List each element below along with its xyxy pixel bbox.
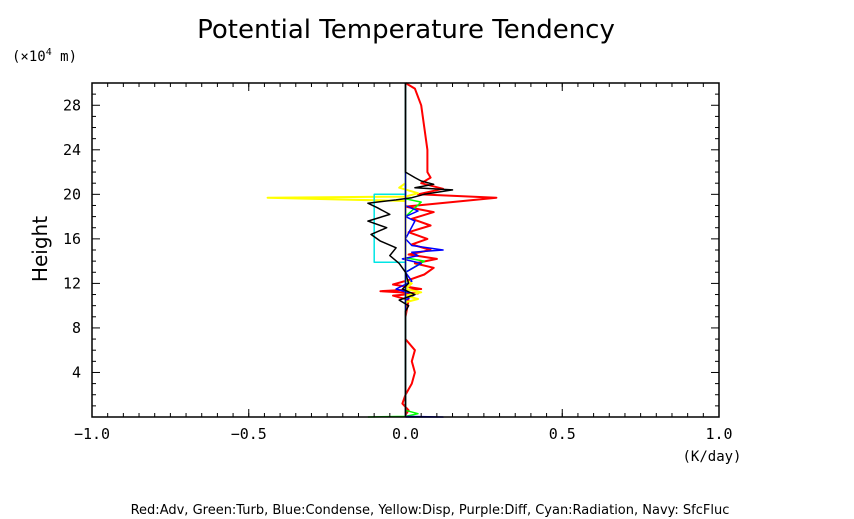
series-layer <box>266 82 498 418</box>
y-axis-label: Height <box>28 216 52 282</box>
plot-frame <box>91 82 720 418</box>
y-unit-exponent: 4 <box>46 47 52 58</box>
x-tick-label: −1.0 <box>74 425 110 443</box>
y-unit-suffix: m) <box>52 49 77 65</box>
y-tick-label: 24 <box>63 141 81 159</box>
series-line-condense <box>395 83 444 418</box>
series-line-turb <box>367 83 426 418</box>
x-tick-label: −0.5 <box>231 425 267 443</box>
chart-title: Potential Temperature Tendency <box>197 15 615 45</box>
y-tick-label: 4 <box>72 363 81 381</box>
series-line-disp <box>266 83 423 417</box>
x-tick-label: 0.5 <box>549 425 576 443</box>
y-tick-label: 16 <box>63 230 81 248</box>
y-unit-prefix: (×10 <box>12 49 46 65</box>
y-tick-label: 12 <box>63 274 81 292</box>
y-tick-label: 20 <box>63 185 81 203</box>
y-unit-label: (×104 m) <box>12 47 77 65</box>
series-line-total <box>367 83 454 417</box>
x-tick-label: 1.0 <box>705 425 732 443</box>
y-tick-label: 28 <box>63 96 81 114</box>
y-tick-label: 8 <box>72 319 81 337</box>
x-unit-label: (K/day) <box>682 449 741 465</box>
series-line-radiation <box>373 83 407 417</box>
legend-text: Red:Adv, Green:Turb, Blue:Condense, Yell… <box>131 503 730 518</box>
x-tick-label: 0.0 <box>392 425 419 443</box>
